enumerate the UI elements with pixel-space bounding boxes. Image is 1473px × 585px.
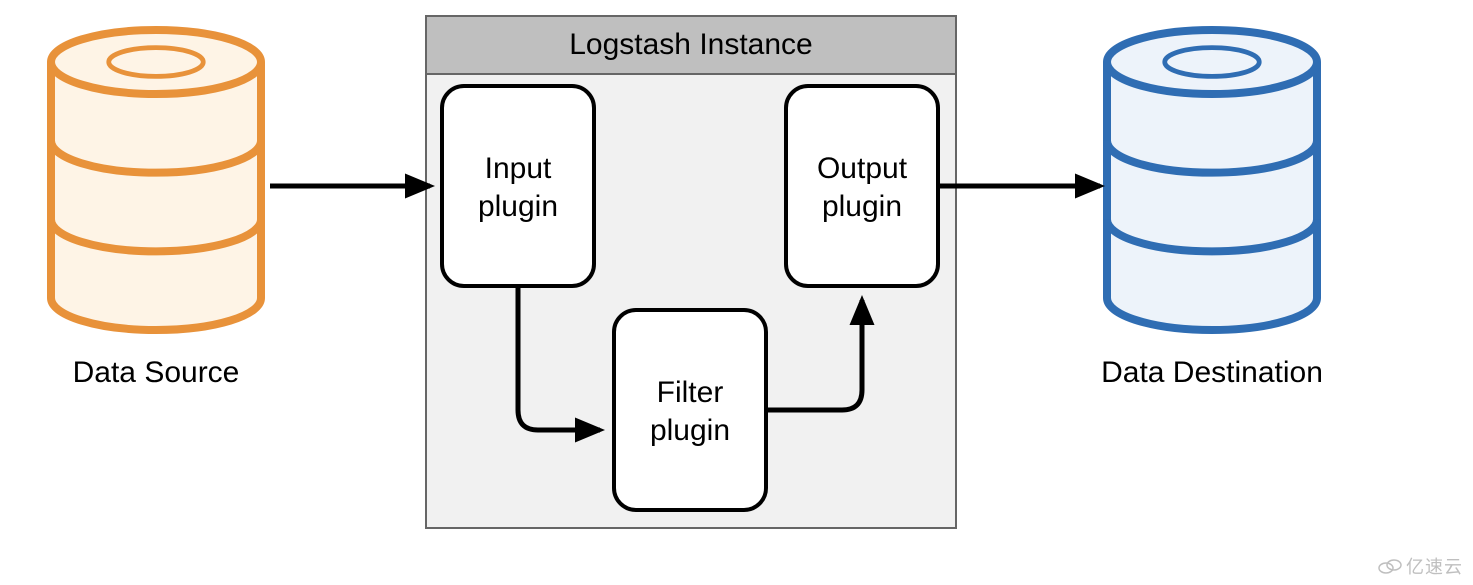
input_plugin-label-1: Input [442, 152, 594, 186]
data_destination-label: Data Destination [1062, 356, 1362, 390]
output_plugin-label-2: plugin [786, 190, 938, 224]
output_plugin-label-1: Output [786, 152, 938, 186]
input_plugin-label-2: plugin [442, 190, 594, 224]
input_plugin-box [442, 86, 594, 286]
filter_plugin-label-2: plugin [614, 414, 766, 448]
diagram-canvas [0, 0, 1473, 585]
output_plugin-box [786, 86, 938, 286]
filter_plugin-label-1: Filter [614, 376, 766, 410]
logstash-header-label: Logstash Instance [426, 28, 956, 62]
filter_plugin-box [614, 310, 766, 510]
data_destination-top [1107, 30, 1317, 94]
data_source-top [51, 30, 261, 94]
data_source-label: Data Source [6, 356, 306, 390]
watermark-text: 亿速云 [1406, 553, 1463, 579]
watermark: 亿速云 [1378, 553, 1463, 579]
